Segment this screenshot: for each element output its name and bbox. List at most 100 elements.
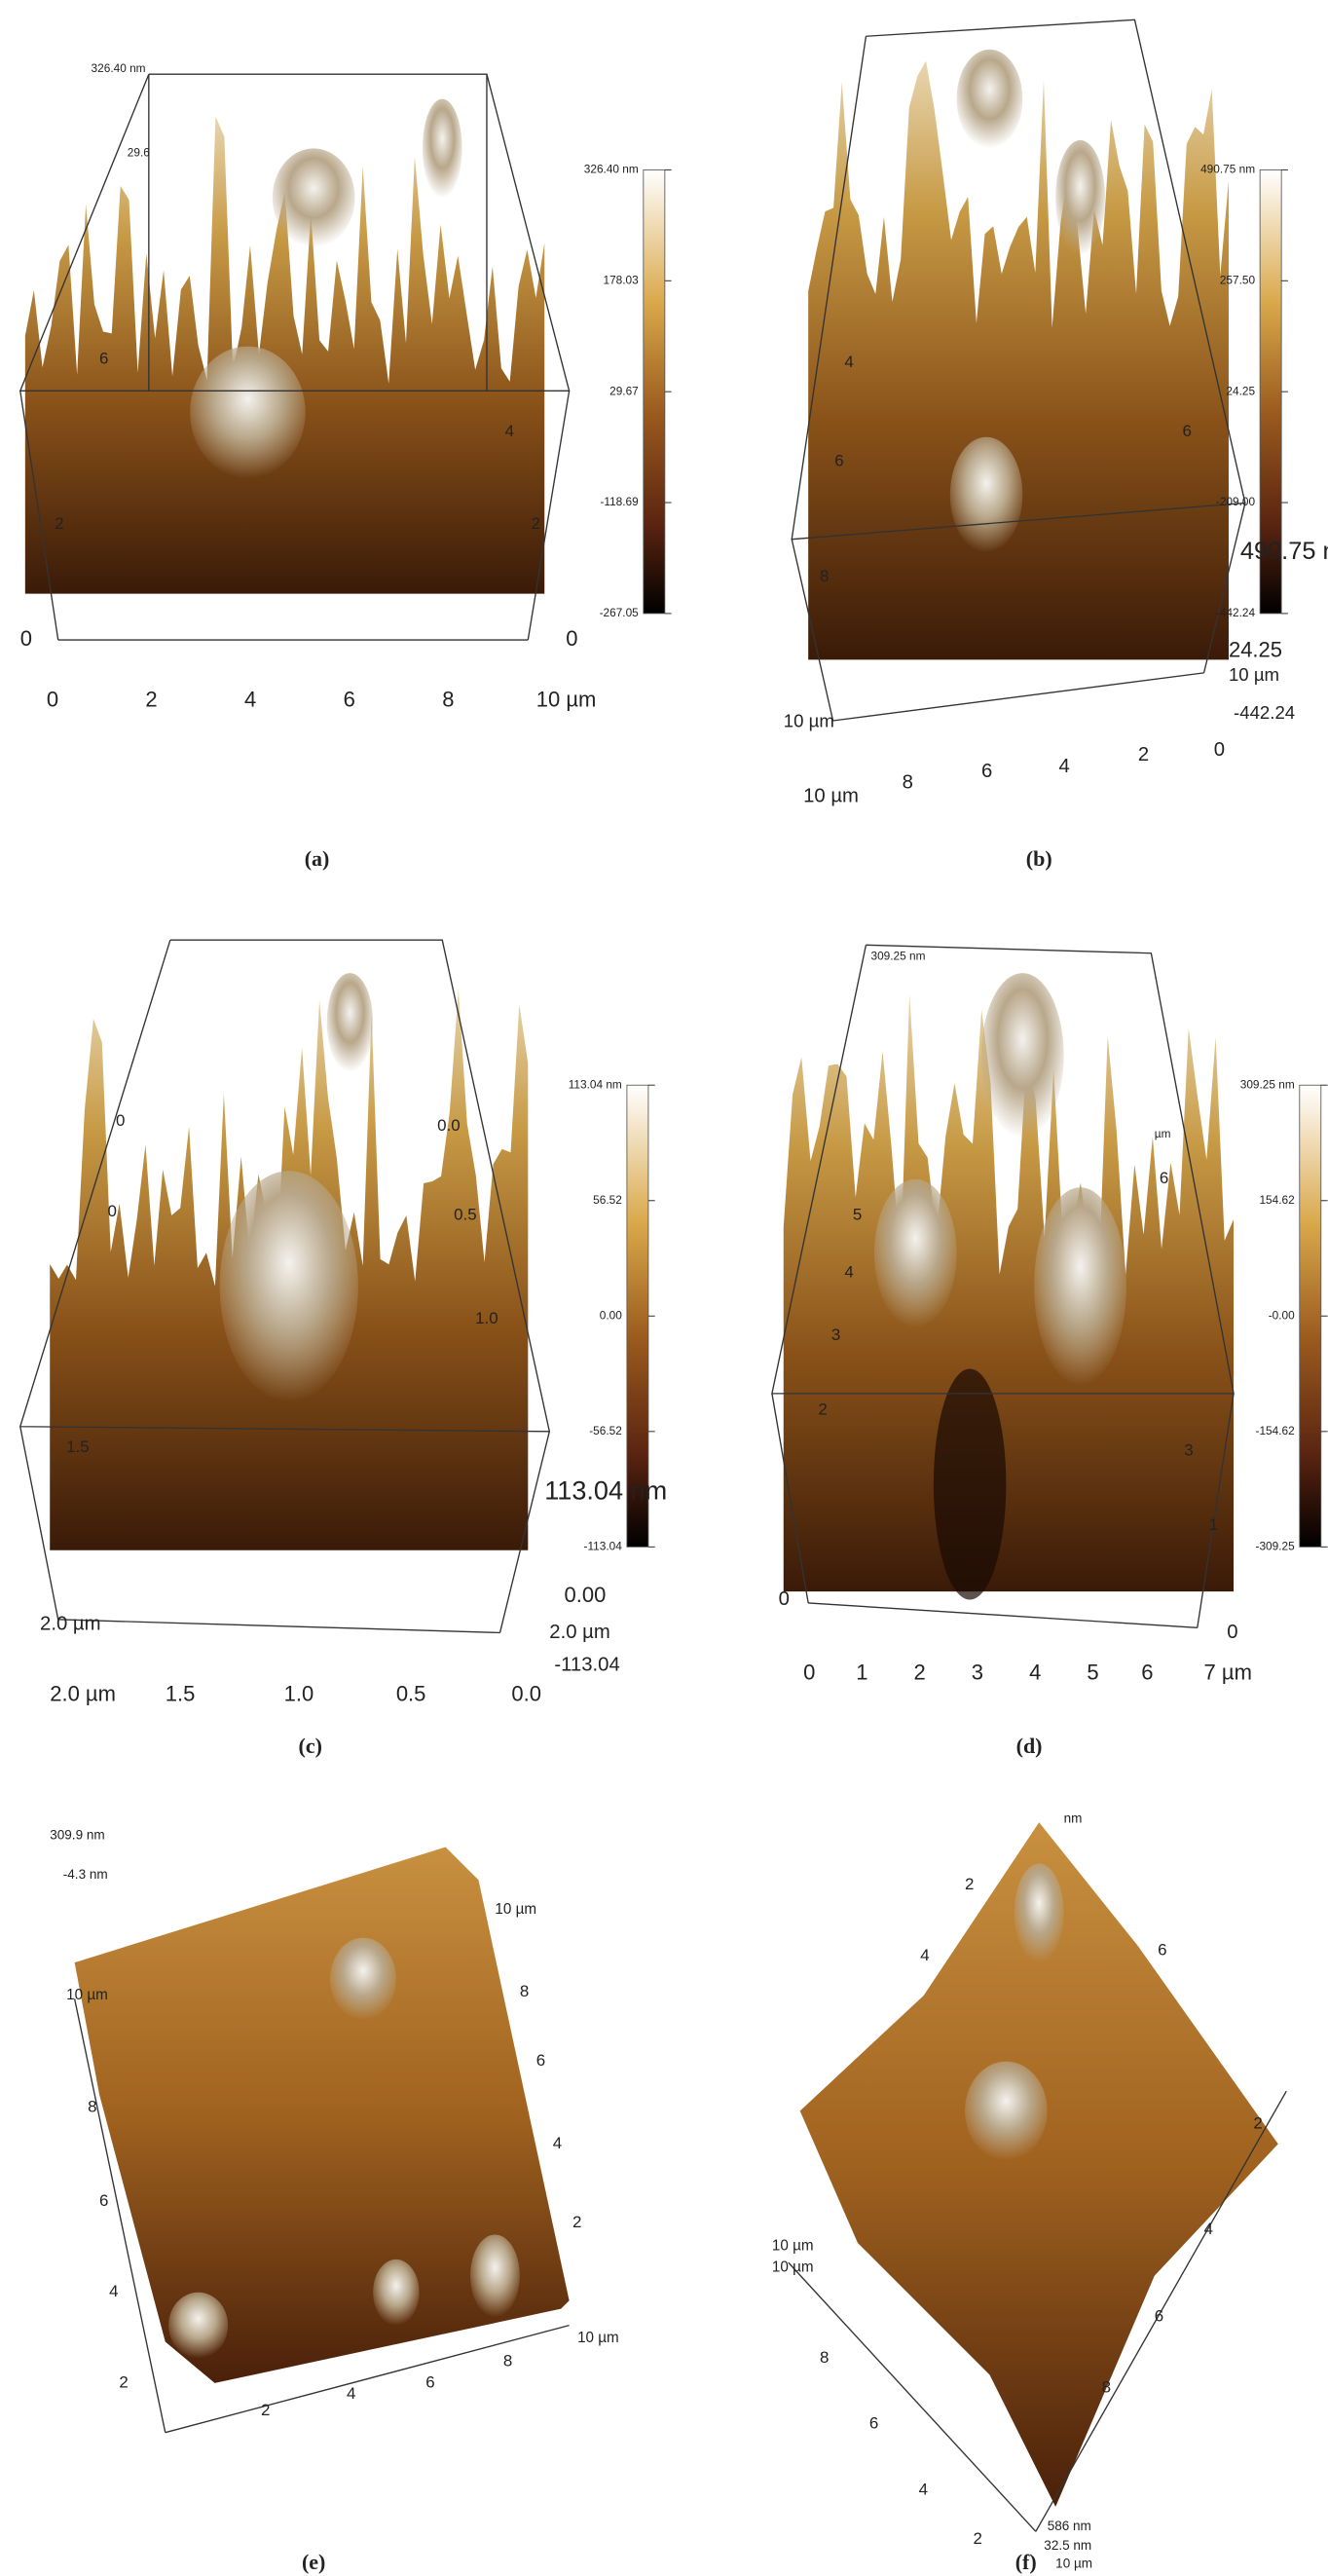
axis-label: 4 [1029, 1661, 1041, 1685]
axis-label: 1.5 [166, 1682, 196, 1706]
colorbar-label: -56.52 [589, 1424, 622, 1437]
axis-label: 3 [831, 1325, 840, 1344]
axis-label: 2 [818, 1400, 827, 1418]
axis-label: 2 [261, 2401, 270, 2419]
axis-label: 0.5 [454, 1205, 477, 1223]
axis-label: 0 [803, 1661, 815, 1685]
colorbar-label: -118.69 [600, 495, 639, 508]
axis-label: 6 [99, 350, 108, 368]
surface-peak [219, 1171, 358, 1402]
afm-surfaces [24, 49, 1278, 2507]
axis-label: -113.04 [554, 1655, 619, 1676]
axis-label: 8 [442, 687, 454, 711]
colorbar-label: -154.62 [1256, 1424, 1295, 1437]
surface-peak [1034, 1187, 1126, 1386]
axis-label: 4 [844, 1263, 853, 1282]
axis-label: 10 µm [803, 785, 859, 806]
axis-label: 3 [1184, 1441, 1193, 1460]
colorbar [1299, 1084, 1322, 1548]
axis-label: 2 [1253, 2113, 1262, 2132]
axis-label: 6 [1141, 1661, 1153, 1685]
colorbar-label: 257.50 [1220, 273, 1256, 286]
surface-peak [956, 49, 1023, 149]
axis-label: 4 [844, 353, 853, 371]
axis-label: 8 [503, 2351, 512, 2370]
bounding-boxes [18, 19, 1287, 2532]
axis-label: 2.0 µm [40, 1613, 101, 1634]
axis-label: 0 [47, 687, 58, 711]
surface-peak [980, 973, 1064, 1139]
surface-peak [1014, 1863, 1064, 1963]
axis-label: 113.04 nm [544, 1475, 667, 1506]
axis-label: 10 µm [784, 711, 834, 731]
surface-peak [1055, 139, 1105, 256]
axis-label: 8 [820, 567, 829, 585]
axis-label: 4 [1059, 756, 1070, 777]
surface-shadow [933, 1368, 1007, 1600]
axis-label: 0 [107, 1202, 116, 1220]
colorbar-label: -309.25 [1256, 1539, 1296, 1552]
axis-label: 586 nm [1048, 2519, 1091, 2533]
panel-label: (c) [299, 1734, 322, 1758]
surface-peak [949, 436, 1023, 553]
axis-label: 0 [116, 1111, 125, 1130]
surface [24, 116, 545, 594]
axis-label: 7 µm [1204, 1661, 1252, 1685]
axis-label: 1.0 [475, 1309, 498, 1327]
axis-label: 8 [903, 772, 913, 794]
axis-label: 4 [1204, 2220, 1213, 2238]
axis-label: 4 [244, 687, 256, 711]
colorbar [643, 168, 666, 615]
axis-label: 2 [532, 514, 540, 533]
axis-label: 4 [505, 422, 514, 440]
colorbar-label: 56.52 [593, 1193, 622, 1207]
colorbar-label: 154.62 [1259, 1193, 1294, 1207]
axis-label: 2 [914, 1661, 926, 1685]
axis-label: 6 [425, 2372, 434, 2391]
axis-label: 6 [1183, 422, 1192, 440]
axis-label: 10 µm [495, 1901, 536, 1918]
surface-peak [965, 2061, 1048, 2161]
axis-label: nm [1064, 1811, 1083, 1825]
colorbar-label: 490.75 nm [1200, 163, 1255, 176]
surface [783, 993, 1235, 1592]
axis-label: 4 [109, 2282, 118, 2300]
surface-peak [272, 148, 355, 248]
axis-label: 10 µm [66, 1987, 108, 2003]
axis-label: 0.0 [511, 1682, 541, 1706]
axis-label: 10 µm [1055, 2557, 1092, 2571]
axis-label: 2 [974, 2529, 982, 2548]
axis-label: -4.3 nm [63, 1867, 108, 1882]
axis-label: 8 [1102, 2377, 1111, 2396]
surface-peak [190, 346, 306, 479]
axis-label: 2 [965, 1875, 974, 1893]
surface [74, 1847, 570, 2383]
labels: 326.40 nm 178.03 29.67 -118.69 -267.05 490.75… [20, 61, 1328, 2574]
axis-label: 309.9 nm [50, 1827, 104, 1842]
axis-label: 10 µm [772, 2237, 814, 2254]
axis-label: 0 [20, 626, 32, 651]
axis-label: 0 [566, 626, 577, 651]
axis-label: 4 [920, 1946, 929, 1964]
axis-label: 0.5 [396, 1682, 426, 1706]
axis-label: 1.0 [284, 1682, 314, 1706]
axis-label: 4 [347, 2384, 355, 2403]
colorbar-label: 178.03 [604, 273, 640, 286]
colorbar-label: -267.05 [600, 606, 640, 619]
axis-label: 1 [1209, 1515, 1218, 1534]
axis-label: 10 µm [772, 2259, 814, 2275]
surface [799, 1822, 1278, 2507]
axis-label: 2 [1138, 744, 1149, 765]
panel-label: (f) [1015, 2550, 1037, 2574]
colorbar-label: -113.04 [584, 1539, 623, 1552]
colorbar-label: 326.40 nm [584, 163, 639, 176]
axis-label: 6 [1155, 2307, 1163, 2326]
panel-label: (d) [1016, 1734, 1043, 1758]
axis-label: 0 [779, 1588, 790, 1610]
axis-label: 6 [981, 761, 992, 782]
axis-label: 0.00 [565, 1583, 607, 1607]
axis-label: 4 [553, 2134, 562, 2152]
axis-label: 0.0 [437, 1116, 461, 1135]
axis-label: 2 [572, 2213, 581, 2231]
